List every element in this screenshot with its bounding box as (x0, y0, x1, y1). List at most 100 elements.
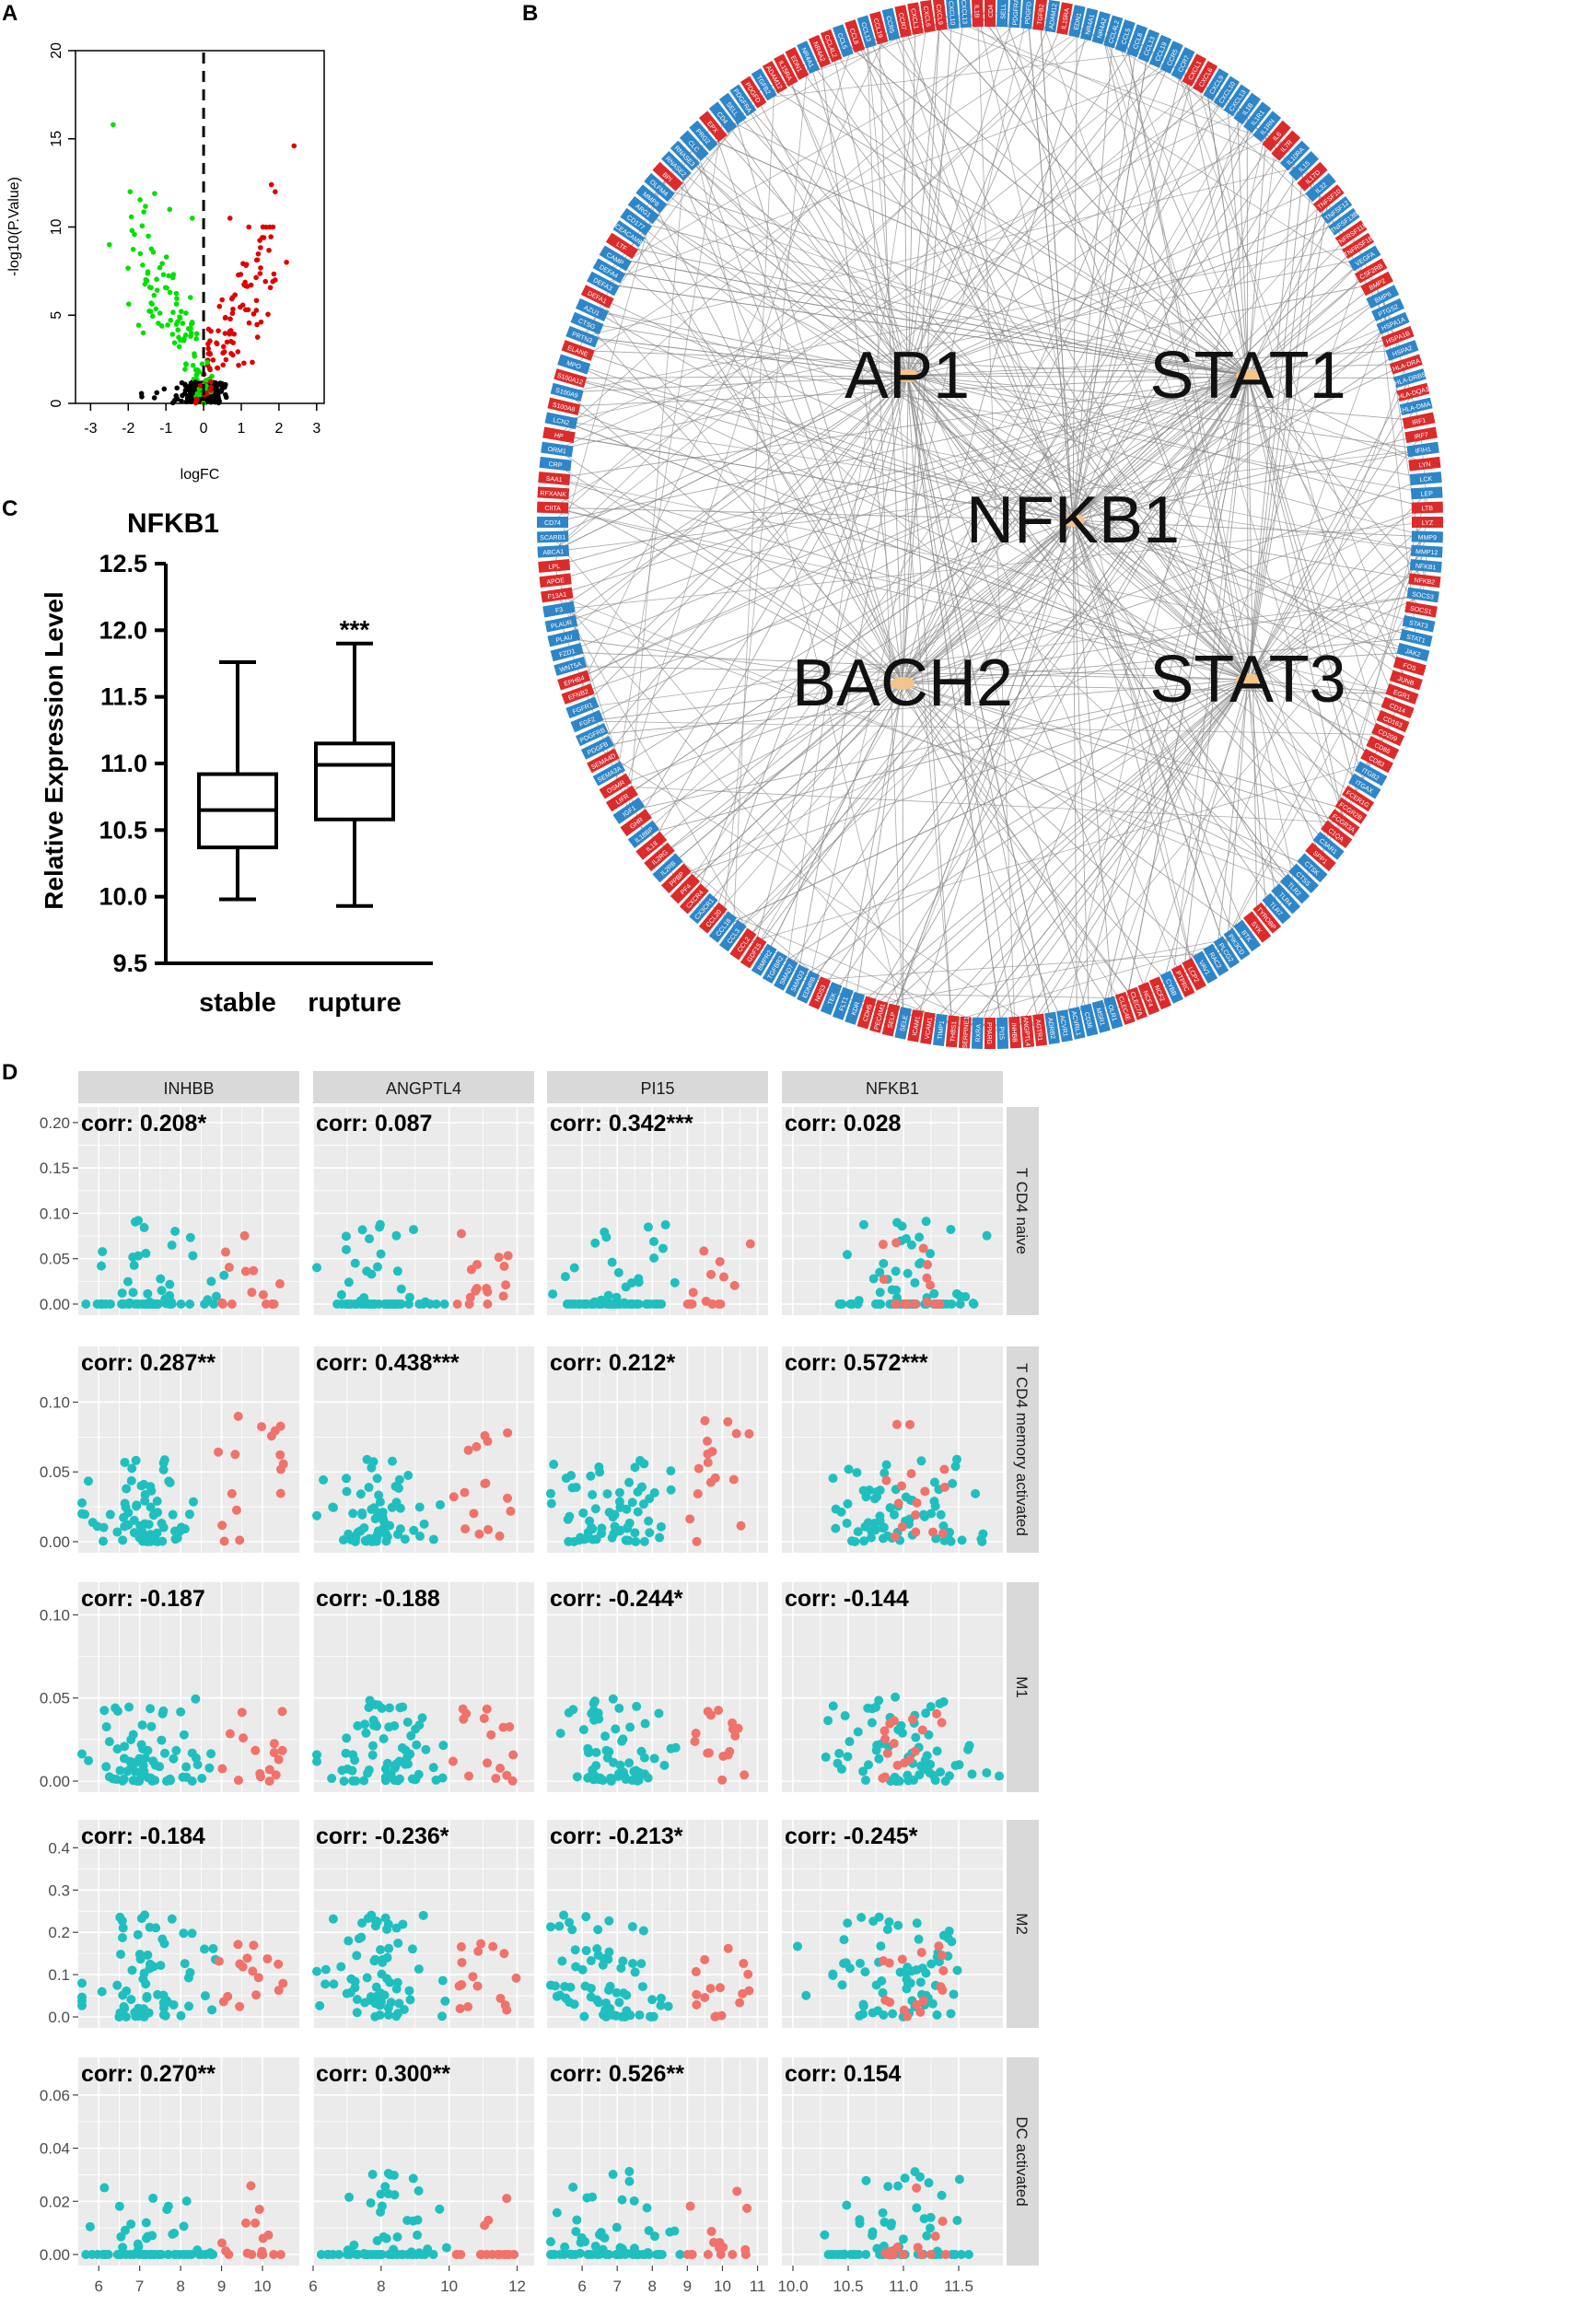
facet-point-stable (342, 1244, 352, 1254)
facet-point-stable (398, 1702, 408, 1712)
facet-point-stable (421, 1744, 431, 1754)
facet-point-stable (910, 1277, 920, 1287)
facet-point-stable (158, 2010, 169, 2020)
network-edge (1247, 375, 1426, 581)
volcano-point (215, 391, 221, 397)
facet-point-stable (565, 1917, 575, 1928)
network-edge (1205, 76, 1249, 377)
facet-point-rupture (239, 1733, 249, 1743)
facet-point-stable (944, 1771, 954, 1781)
facet-xtick-label: 9 (217, 2278, 226, 2295)
network-gene-node: NR4A1 (1079, 7, 1099, 41)
network-gene-label: PDGFRA (1012, 0, 1020, 26)
network-edge (854, 682, 903, 1008)
network-gene-box (1192, 60, 1218, 94)
volcano-point (146, 233, 151, 239)
facet-point-stable (359, 1776, 369, 1786)
network-edge (615, 786, 1345, 823)
network-edge (564, 637, 903, 684)
network-gene-label: PPARG (985, 1022, 992, 1044)
network-gene-box (1126, 986, 1147, 1020)
network-gene-box (907, 2, 924, 35)
network-gene-box (592, 258, 626, 284)
volcano-point (270, 224, 276, 230)
facet-point-stable (625, 1722, 635, 1732)
facet-point-rupture (242, 2248, 252, 2258)
network-edge (684, 519, 1074, 890)
network-gene-box (869, 11, 889, 45)
volcano-point (192, 379, 198, 385)
network-gene-label: F13A1 (547, 592, 567, 601)
facet-point-stable (204, 1763, 215, 1773)
volcano-point (188, 295, 193, 300)
volcano-point (154, 390, 160, 396)
volcano-point (154, 287, 160, 293)
facet-point-stable (568, 2182, 578, 2192)
facet-point-stable (875, 1287, 885, 1298)
volcano-point (224, 339, 230, 345)
facet-point-stable (929, 1477, 939, 1487)
volcano-point (255, 251, 262, 257)
network-edge (577, 375, 908, 694)
network-edge (797, 951, 1227, 982)
network-edge (906, 375, 1016, 1033)
network-gene-box (570, 709, 604, 733)
facet-point-stable (937, 2190, 947, 2200)
facet-point-rupture (239, 1230, 250, 1241)
volcano-point (241, 282, 247, 287)
network-gene-box (1279, 140, 1311, 171)
facet-point-stable (591, 1747, 601, 1757)
facet-point-stable (649, 1253, 659, 1263)
volcano-xtick-label: -3 (84, 421, 97, 437)
network-edge (554, 463, 903, 684)
network-gene-node: ACVR1 (1056, 1009, 1073, 1043)
network-gene-box (740, 936, 767, 969)
network-edge (643, 679, 1249, 835)
facet-point-rupture (687, 2250, 697, 2259)
network-gene-label: CCR7 (897, 12, 907, 30)
facet-point-stable (590, 1696, 600, 1707)
network-edge (1113, 31, 1399, 708)
network-gene-box (541, 441, 574, 458)
network-gene-label: LPL (548, 564, 560, 571)
facet-point-stable (176, 1299, 186, 1309)
facet-point-rupture (457, 1979, 467, 1989)
network-gene-label: OLR1 (1106, 1004, 1117, 1022)
facet-point-stable (882, 1531, 892, 1541)
facet-point-rupture (687, 1299, 697, 1309)
facet-point-stable (837, 1980, 847, 1990)
volcano-point (157, 310, 163, 316)
facet-point-stable (624, 1518, 635, 1528)
network-edge (763, 84, 1249, 377)
volcano-point (139, 223, 146, 229)
network-edge (906, 187, 1322, 377)
volcano-ytick-label: 20 (49, 42, 64, 59)
network-gene-box (541, 587, 574, 603)
facet-point-stable (402, 1717, 413, 1727)
network-gene-box (561, 340, 595, 361)
facet-xtick-label: 10 (254, 2278, 272, 2295)
network-edge (1247, 375, 1359, 799)
facet-point-stable (603, 1290, 613, 1300)
volcano-xtick-label: -1 (159, 421, 172, 437)
network-hub-node (1236, 673, 1260, 686)
network-gene-box (1233, 919, 1262, 952)
facet-point-stable (630, 1462, 640, 1473)
facet-point-stable (157, 1536, 168, 1546)
network-edge (1247, 493, 1427, 681)
facet-point-stable (845, 1737, 855, 1747)
network-edge (866, 31, 953, 1031)
volcano-point (210, 357, 216, 363)
volcano-point (174, 296, 180, 301)
facet-point-stable (402, 2215, 413, 2225)
facet-point-stable (872, 2243, 882, 2254)
facet-point-rupture (715, 1256, 725, 1266)
network-gene-box (945, 0, 960, 29)
facet-point-rupture (250, 2218, 261, 2228)
facet-point-stable (414, 1769, 424, 1779)
facet-point-stable (357, 1508, 367, 1518)
facet-point-rupture (692, 1999, 702, 2010)
volcano-point (139, 394, 145, 400)
facet-point-stable (372, 2236, 382, 2246)
network-edge (582, 336, 1427, 494)
